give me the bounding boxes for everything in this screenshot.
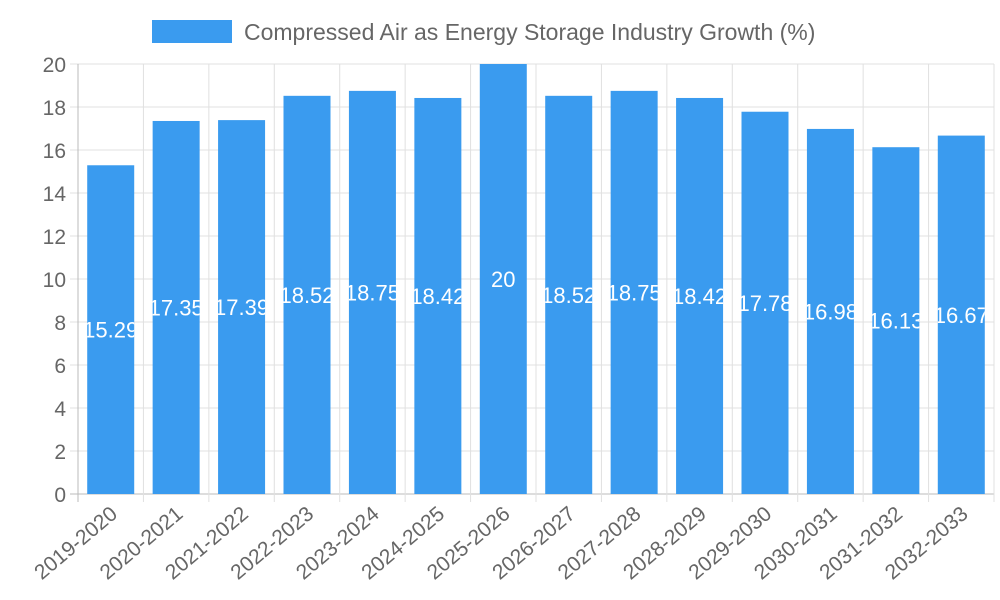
data-label: 17.39 xyxy=(214,295,269,320)
bar xyxy=(676,97,724,494)
legend[interactable]: Compressed Air as Energy Storage Industr… xyxy=(152,19,815,45)
bar xyxy=(348,90,396,494)
y-tick-label: 8 xyxy=(54,312,66,335)
bar xyxy=(872,147,920,494)
y-tick-label: 14 xyxy=(43,183,67,206)
y-tick-label: 10 xyxy=(43,269,66,292)
bar xyxy=(414,97,462,494)
data-label: 17.78 xyxy=(737,291,792,316)
y-tick-label: 2 xyxy=(54,441,66,464)
data-label: 18.75 xyxy=(607,280,662,305)
data-label: 16.13 xyxy=(868,309,923,334)
y-tick-label: 16 xyxy=(43,140,66,163)
legend-label: Compressed Air as Energy Storage Industr… xyxy=(244,19,815,45)
data-label: 16.67 xyxy=(934,303,989,328)
data-label: 18.52 xyxy=(541,283,596,308)
y-tick-label: 0 xyxy=(54,484,66,507)
bar xyxy=(741,111,789,494)
y-tick-label: 6 xyxy=(54,355,66,378)
bar xyxy=(610,90,658,494)
data-label: 18.75 xyxy=(345,280,400,305)
data-label: 17.35 xyxy=(149,295,204,320)
bar xyxy=(218,120,266,495)
bar xyxy=(283,95,331,494)
bar xyxy=(545,95,593,494)
y-tick-label: 12 xyxy=(43,226,66,249)
bar xyxy=(806,128,854,494)
y-tick-label: 18 xyxy=(43,97,66,120)
bar xyxy=(937,135,985,494)
data-label: 18.52 xyxy=(279,283,334,308)
bar xyxy=(152,120,200,494)
bar xyxy=(479,64,527,494)
data-label: 18.42 xyxy=(410,284,465,309)
legend-swatch xyxy=(152,20,232,43)
y-tick-label: 4 xyxy=(54,398,66,421)
data-label: 20 xyxy=(491,267,515,292)
data-label: 18.42 xyxy=(672,284,727,309)
data-label: 15.29 xyxy=(83,318,138,343)
data-label: 16.98 xyxy=(803,299,858,324)
y-tick-label: 20 xyxy=(43,54,66,77)
bar xyxy=(87,165,135,494)
